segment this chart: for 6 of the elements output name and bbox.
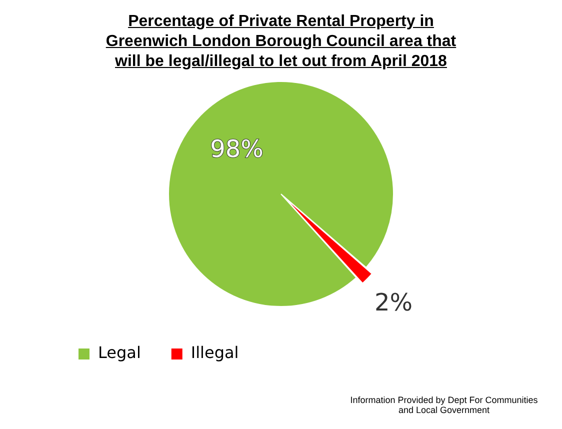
data-label: 2%	[374, 288, 413, 316]
legend-label: Legal	[98, 343, 141, 362]
chart-title: Percentage of Private Rental Property in Greenwich London Borough Council area that will be legal/illegal to let out from April 2018	[104, 12, 458, 72]
text: Information Provided by Dept For Communities and Local Government	[349, 395, 539, 415]
legend-label: Illegal	[190, 343, 239, 362]
data-label: 98%	[210, 134, 264, 163]
